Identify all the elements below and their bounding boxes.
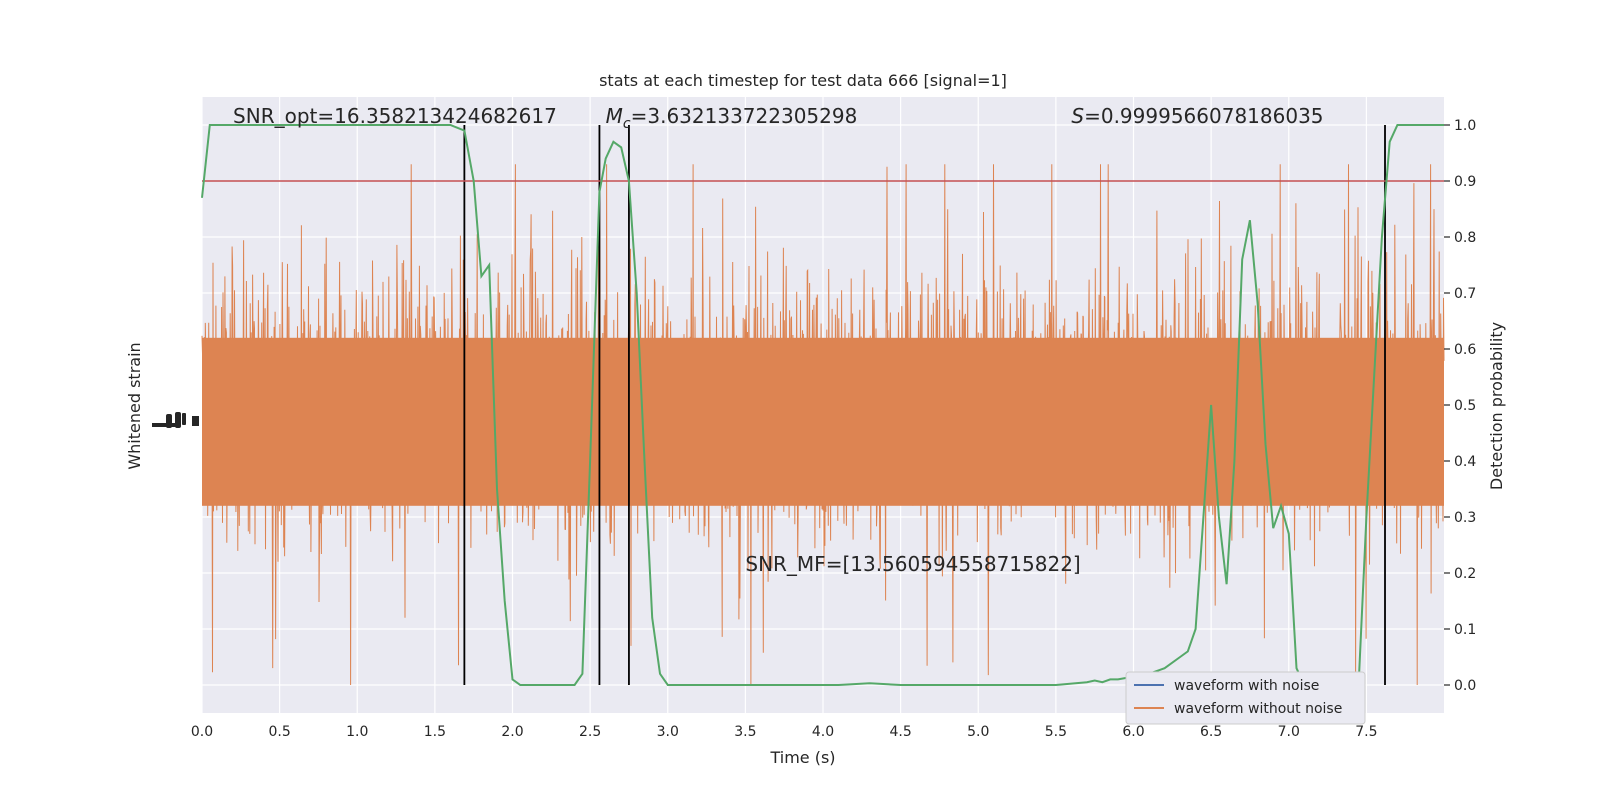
y-tick-label: 0.5 — [1454, 398, 1476, 414]
y-axis-label-left: Whitened strain — [125, 342, 144, 469]
y-tick-label: 0.9 — [1454, 174, 1476, 190]
x-axis-label: Time (s) — [769, 748, 835, 767]
y-tick-label: 0.8 — [1454, 230, 1476, 246]
x-tick-label: 5.0 — [967, 724, 989, 740]
y-tick-label: 0.7 — [1454, 286, 1476, 302]
x-tick-label: 2.5 — [579, 724, 601, 740]
y-tick-label: 0.0 — [1454, 678, 1476, 694]
noise-trace — [201, 164, 1445, 686]
annotations: SNR_opt=16.358213424682617 Mc=3.632133722… — [233, 104, 1323, 576]
legend-label-without-noise: waveform without noise — [1174, 701, 1342, 717]
x-tick-label: 4.5 — [889, 724, 911, 740]
y-tick-label: 0.1 — [1454, 622, 1476, 638]
x-tick-label: 2.0 — [501, 724, 523, 740]
legend: waveform with noise waveform without noi… — [1125, 671, 1366, 725]
y-tick-label: 0.4 — [1454, 454, 1476, 470]
left-axis-marker — [152, 412, 199, 428]
x-axis-ticks: 0.0 0.5 1.0 1.5 2.0 2.5 3.0 3.5 4.0 4.5 5.0 5.5 6.0 6… — [191, 724, 1378, 740]
chart-title: stats at each timestep for test data 666… — [599, 71, 1007, 90]
y-tick-label: 0.2 — [1454, 566, 1476, 582]
x-tick-label: 0.0 — [191, 724, 213, 740]
y-tick-label: 0.6 — [1454, 342, 1476, 358]
x-tick-label: 7.0 — [1278, 724, 1300, 740]
x-tick-label: 3.0 — [657, 724, 679, 740]
annotation: SNR_opt=16.358213424682617 — [233, 104, 557, 128]
y-axis-ticks-right: 0.0 0.1 0.2 0.3 0.4 0.5 0.6 0.7 0.8 0.9 1.0 — [1444, 118, 1476, 694]
x-tick-label: 3.5 — [734, 724, 756, 740]
x-tick-label: 5.5 — [1045, 724, 1067, 740]
legend-label-with-noise: waveform with noise — [1174, 678, 1319, 694]
x-tick-label: 7.5 — [1355, 724, 1377, 740]
x-tick-label: 0.5 — [268, 724, 290, 740]
vertical-lines — [463, 125, 1386, 685]
x-tick-label: 1.0 — [346, 724, 368, 740]
y-axis-label-right: Detection probability — [1487, 322, 1506, 490]
noise-band — [202, 337, 1444, 506]
x-tick-label: 1.5 — [424, 724, 446, 740]
annotation: Mc=3.632133722305298 — [606, 104, 858, 132]
annotation: SNR_MF=[13.560594558715822] — [745, 552, 1080, 576]
x-tick-label: 6.0 — [1122, 724, 1144, 740]
x-tick-label: 6.5 — [1200, 724, 1222, 740]
y-tick-label: 0.3 — [1454, 510, 1476, 526]
x-tick-label: 4.0 — [812, 724, 834, 740]
annotation: S=0.9999566078186035 — [1071, 104, 1323, 128]
legend-box — [1125, 671, 1366, 725]
y-tick-label: 1.0 — [1454, 118, 1476, 134]
